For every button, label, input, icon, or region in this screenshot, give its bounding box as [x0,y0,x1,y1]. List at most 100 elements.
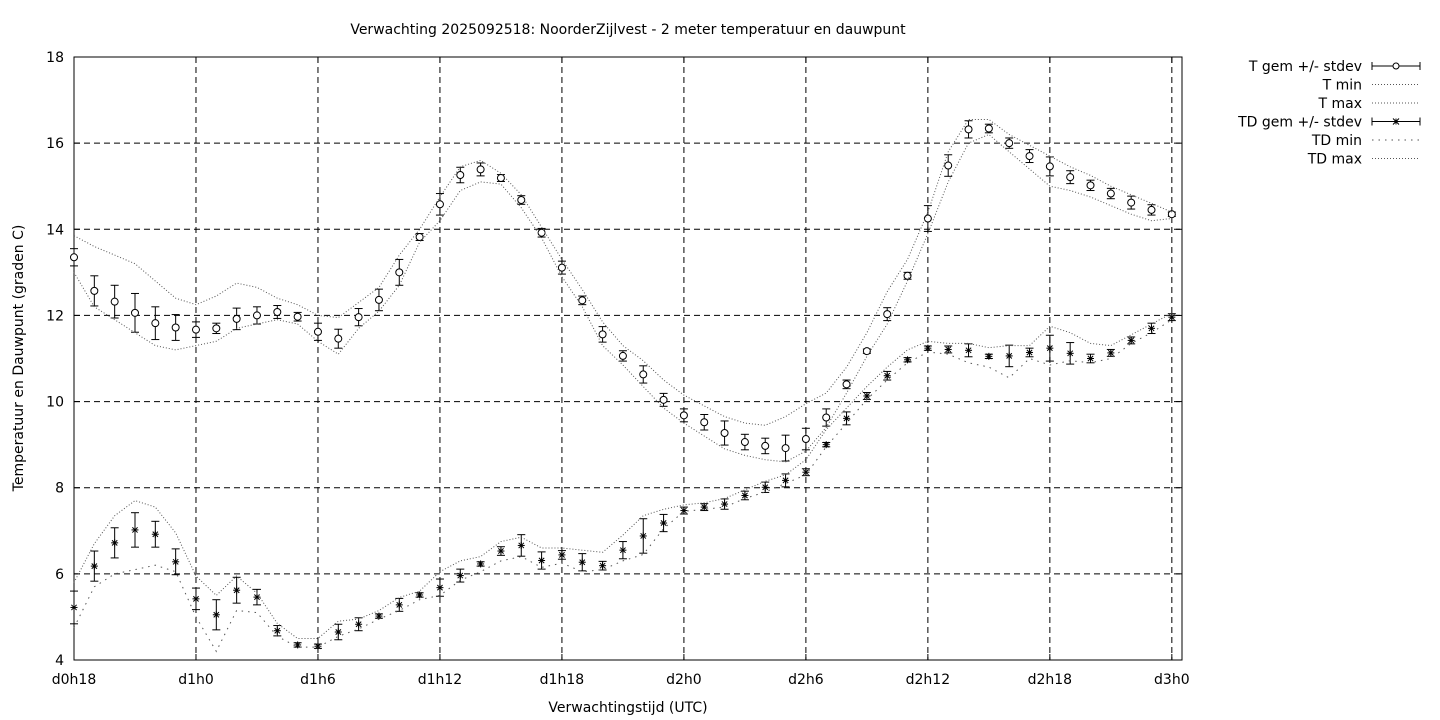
t-gem-point [822,413,831,422]
td-gem-point [660,519,668,527]
t-gem-point [1127,198,1136,207]
t-gem-point [70,253,78,262]
plot-frame [73,56,1183,661]
y-tick-label: 10 [46,395,64,411]
asterisk-stroke [762,484,769,491]
y-tick-label: 14 [46,222,64,238]
chart-title: Verwachting 2025092518: NoorderZijlvest … [350,22,906,38]
td-gem-point [294,641,302,649]
legend-item-td-max: TD max [1307,152,1420,168]
asterisk-stroke [477,560,484,567]
t-gem-point [761,441,770,450]
t-gem-point [1086,181,1095,190]
y-tick-label: 4 [55,653,64,669]
asterisk-stroke [111,539,118,546]
t-gem-point [517,195,526,204]
asterisk-stroke [416,591,423,598]
asterisk-stroke [457,572,464,579]
td-gem-point [314,642,322,650]
td-gem-point [619,546,627,554]
t-gem-point [90,286,99,295]
asterisk-stroke [233,587,240,594]
x-axis-label: Verwachtingstijd (UTC) [548,700,707,716]
td-gem-point [599,562,607,570]
asterisk-stroke [1026,349,1033,356]
td-gem-point [1087,355,1095,362]
asterisk-stroke [904,356,911,363]
asterisk-stroke [721,501,728,508]
td-gem-point [741,491,749,499]
legend-label: TD max [1307,152,1362,168]
legend-item-t-min: T min [1322,78,1420,94]
td-gem-point [985,352,993,360]
td-gem-point [965,346,973,354]
asterisk-stroke [965,347,972,354]
td-gem-point [680,507,688,515]
t-gem-point [1106,189,1115,198]
t-min-line [73,133,1172,463]
td-gem-point [904,356,912,364]
t-gem-point [313,327,322,336]
td-gem-point [355,620,363,628]
asterisk-stroke [660,520,667,527]
t-gem-point [1045,162,1054,171]
t-gem-point [639,370,648,379]
td-gem-point [1127,336,1135,344]
asterisk-stroke [335,629,342,635]
t-gem-point [578,296,587,305]
td-gem-point [456,572,464,580]
x-tick-label: d1h6 [300,672,336,688]
t-gem-point [659,395,668,404]
td-min-line [73,319,1173,653]
asterisk-stroke [619,547,626,554]
x-tick-label: d1h12 [418,672,462,688]
t-gem-point [618,351,627,360]
legend-label: T gem +/- stdev [1248,59,1362,75]
legend-label: TD gem +/- stdev [1237,115,1362,131]
td-gem-point [700,503,708,511]
t-gem-point [557,263,566,272]
asterisk-stroke [538,557,545,564]
y-tick-label: 12 [46,308,64,324]
t-gem-point [842,380,851,389]
td-gem-point [883,372,891,380]
legend-item-t-max: T max [1317,96,1420,112]
y-axis-label: Temperatuur en Dauwpunt (graden C) [11,225,27,493]
asterisk-stroke [985,353,992,360]
t-gem-point [740,438,749,447]
asterisk-stroke [1128,337,1135,344]
legend-item-t-gem: T gem +/- stdev [1248,59,1421,75]
t-gem-point [862,347,871,356]
series-layer [70,119,1176,653]
td-gem-point [843,414,851,422]
legend-label: T min [1322,78,1362,94]
asterisk-stroke [375,613,382,620]
x-tick-label: d2h6 [788,672,824,688]
td-gem-point [375,612,383,620]
x-tick-label: d1h0 [178,672,214,688]
td-gem-point [212,611,220,619]
legend-item-td-gem: TD gem +/- stdev [1237,115,1421,131]
x-tick-label: d0h18 [52,672,96,688]
t-gem-point [944,161,953,170]
legend-label: TD min [1311,133,1362,149]
t-gem-point [923,214,932,223]
t-gem-point [130,308,139,317]
asterisk-stroke [579,559,586,566]
t-gem-point [435,200,444,209]
asterisk-stroke [1046,345,1053,352]
t-gem-point [903,271,912,280]
x-tick-label: d2h0 [666,672,702,688]
t-gem-point [700,418,709,427]
asterisk-stroke [884,372,891,379]
td-gem-point [253,593,261,601]
asterisk-stroke [1067,350,1074,357]
x-tick-label: d2h18 [1028,672,1072,688]
asterisk-stroke [1168,314,1175,321]
t-gem-point [496,174,505,183]
td-gem-point [477,560,485,568]
y-tick-label: 16 [46,136,64,152]
legend-label: T max [1317,96,1362,112]
t-gem-point [1066,173,1075,182]
